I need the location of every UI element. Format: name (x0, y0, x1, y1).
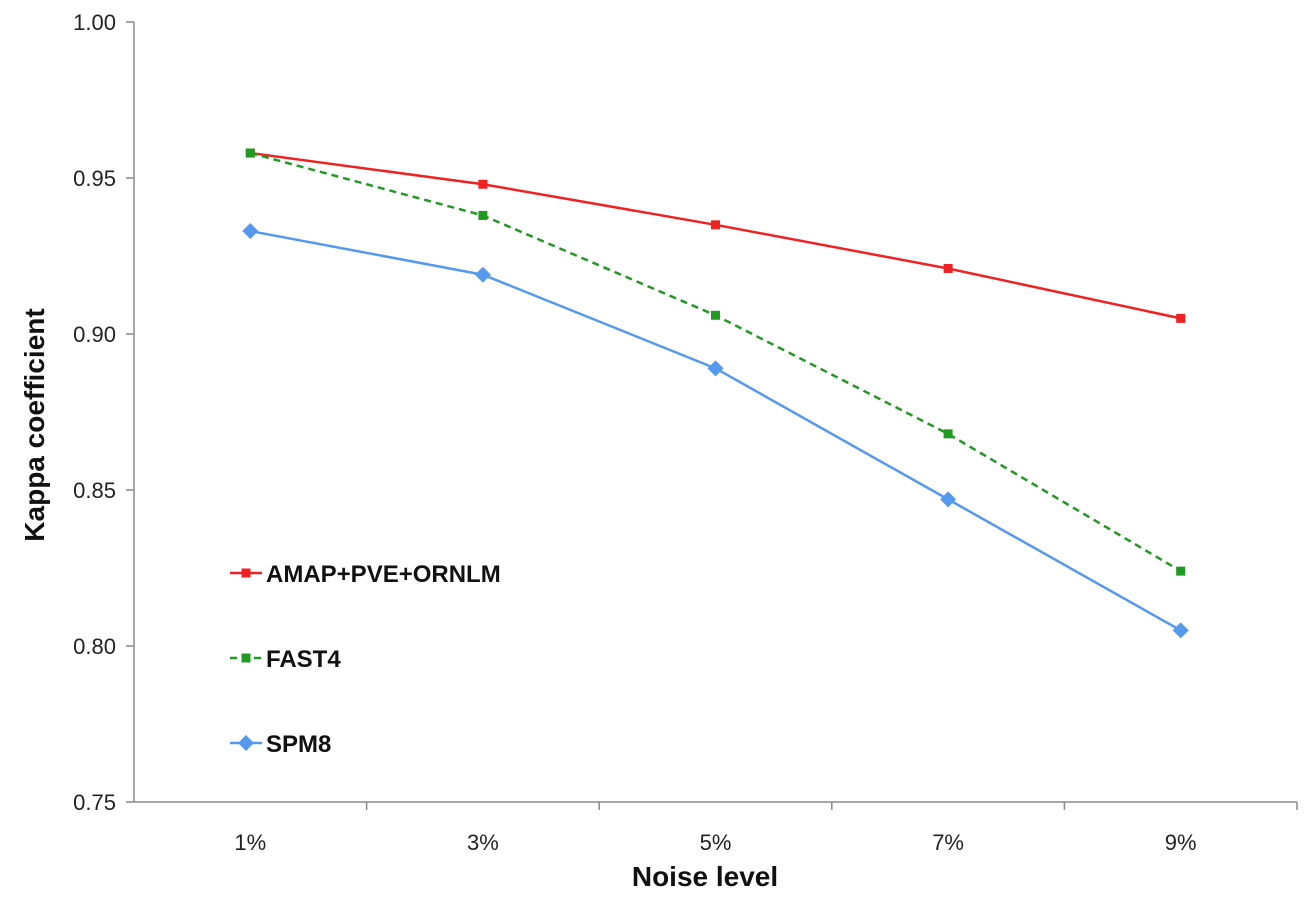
data-point (245, 148, 255, 158)
data-point (711, 220, 720, 230)
legend-label: AMAP+PVE+ORNLM (266, 561, 501, 588)
legend-entry: SPM8 (230, 731, 331, 758)
axes (133, 22, 1297, 803)
series-line (250, 151, 1181, 320)
legend-label: SPM8 (266, 731, 331, 758)
legend-label: FAST4 (266, 646, 341, 673)
series-amap-pve-ornlm (245, 148, 1186, 323)
x-tick-label: 7% (932, 830, 964, 855)
data-point (943, 263, 953, 273)
legend: AMAP+PVE+ORNLM FAST4 SPM8 (230, 561, 501, 758)
y-tick-label: 0.90 (73, 322, 116, 347)
x-tick-label: 5% (700, 830, 732, 855)
x-ticks: 1% 3% 5% 7% 9% (234, 802, 1298, 855)
y-tick-label: 0.95 (73, 166, 116, 191)
data-point (474, 266, 491, 283)
data-point (478, 210, 488, 220)
data-point (1176, 566, 1186, 576)
data-point (943, 429, 953, 439)
series-fast4 (245, 148, 1186, 576)
y-tick-label: 0.80 (73, 634, 116, 659)
y-tick-label: 0.85 (73, 478, 116, 503)
data-point (478, 179, 488, 189)
y-ticks: 0.75 0.80 0.85 0.90 0.95 1.00 (73, 10, 134, 815)
x-tick-label: 1% (234, 830, 266, 855)
legend-marker (238, 735, 254, 751)
legend-marker (241, 653, 251, 663)
series-spm8 (242, 223, 1189, 639)
y-tick-label: 1.00 (73, 10, 116, 35)
y-tick-label: 0.75 (73, 790, 116, 815)
data-point (1176, 313, 1186, 323)
data-point (1172, 622, 1189, 639)
legend-marker (241, 568, 251, 578)
legend-entry: FAST4 (230, 646, 341, 673)
data-point (711, 310, 720, 320)
x-axis-title: Noise level (632, 861, 778, 892)
x-tick-label: 3% (467, 830, 499, 855)
legend-entry: AMAP+PVE+ORNLM (230, 561, 501, 588)
data-point (707, 360, 724, 377)
data-point (940, 491, 957, 508)
y-axis-title: Kappa coefficient (19, 308, 50, 541)
x-tick-label: 9% (1165, 830, 1197, 855)
series-group (242, 148, 1189, 639)
data-point (242, 223, 259, 240)
